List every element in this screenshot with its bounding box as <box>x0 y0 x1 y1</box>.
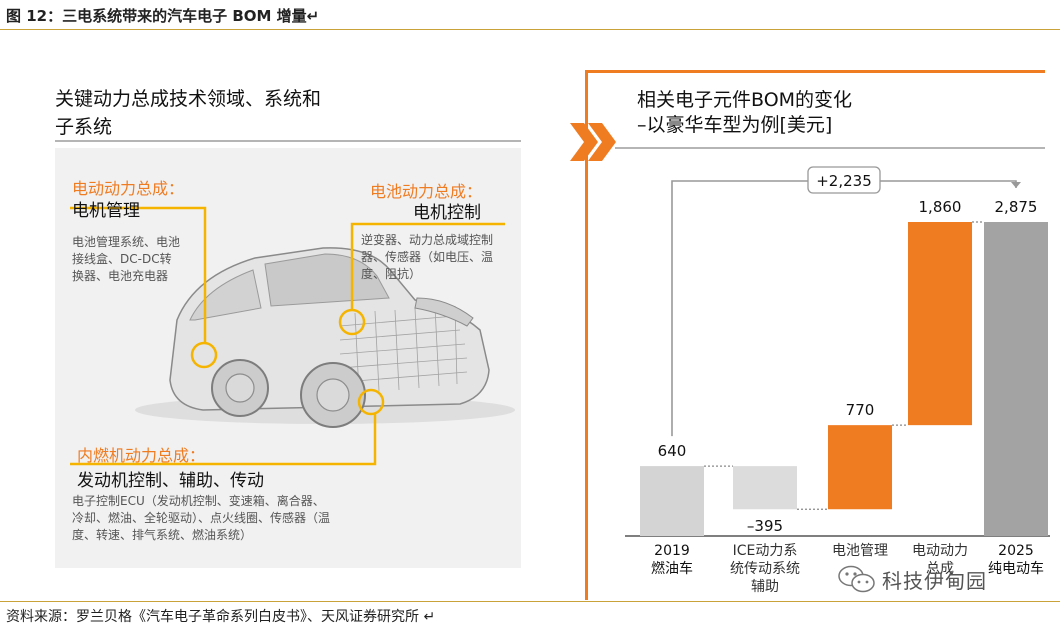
callout-electric-title: 电动动力总成： <box>72 179 185 198</box>
callout-battery-body-line2: 器、传感器（如电压、温 <box>361 250 494 264</box>
double-chevron-icon <box>570 123 616 161</box>
car-illustration <box>70 206 515 466</box>
wechat-icon <box>838 565 875 593</box>
bar-value-label-4: 2,875 <box>995 198 1038 216</box>
callout-electric-body-line3: 换器、电池充电器 <box>72 269 169 283</box>
annotation-label: +2,235 <box>816 172 872 190</box>
category-label-1-line-2: 辅助 <box>751 579 779 595</box>
category-label-4-line-0: 2025 <box>998 543 1034 559</box>
right-frame-top <box>585 70 1045 73</box>
bar-0 <box>640 466 704 536</box>
highlight-engine-control <box>357 388 385 416</box>
callout-ice-body-line1: 电子控制ECU（发动机控制、变速箱、离合器、 <box>72 494 325 508</box>
right-heading-line2: –以豪华车型为例[美元] <box>637 114 833 136</box>
category-label-2-line-0: 电池管理 <box>832 543 888 559</box>
left-heading-line2: 子系统 <box>55 116 113 138</box>
category-label-3: 电动动力总成 <box>912 543 968 577</box>
callout-battery-body-line3: 度、阻抗） <box>361 267 422 281</box>
category-label-3-line-1: 总成 <box>926 561 954 577</box>
left-divider <box>55 140 521 142</box>
watermark: 科技伊甸园 <box>836 563 1041 595</box>
bar-1 <box>733 466 797 510</box>
callout-electric-sub: 电机管理 <box>72 201 140 221</box>
bar-3 <box>908 222 972 426</box>
figure-header: 图 12：三电系统带来的汽车电子 BOM 增量↵ <box>0 0 1060 30</box>
bar-2 <box>828 425 892 510</box>
category-label-3-line-0: 电动动力 <box>912 543 968 559</box>
bar-value-label-1: –395 <box>747 517 783 535</box>
right-heading-line1: 相关电子元件BOM的变化 <box>637 89 853 111</box>
right-heading: 相关电子元件BOM的变化 –以豪华车型为例[美元] <box>637 88 1037 138</box>
callout-battery-body-line1: 逆变器、动力总成域控制 <box>361 233 494 247</box>
category-label-2: 电池管理 <box>832 543 888 559</box>
callout-ice-body-line2: 冷却、燃油、全轮驱动）、点火线圈、传感器（温 <box>72 511 331 525</box>
category-label-1: ICE动力系统传动系统辅助 <box>730 543 800 595</box>
category-label-4-line-1: 纯电动车 <box>988 560 1044 577</box>
callout-battery-sub: 电机控制 <box>413 203 481 223</box>
callout-ice-sub: 发动机控制、辅助、传动 <box>77 471 264 491</box>
figure-source: 资料来源：罗兰贝格《汽车电子革命系列白皮书》、天风证券研究所 ↵ <box>6 609 436 625</box>
callout-electric-body: 电池管理系统、电池 接线盒、DC-DC转 换器、电池充电器 <box>72 234 180 285</box>
callout-ice-body-line3: 度、转速、排气系统、燃油系统） <box>72 528 253 542</box>
callout-ice-body: 电子控制ECU（发动机控制、变速箱、离合器、 冷却、燃油、全轮驱动）、点火线圈、… <box>72 493 330 544</box>
figure-footer: 资料来源：罗兰贝格《汽车电子革命系列白皮书》、天风证券研究所 ↵ <box>0 601 1060 626</box>
bar-value-label-3: 1,860 <box>919 198 962 216</box>
right-frame-vertical <box>585 70 588 600</box>
left-heading-line1: 关键动力总成技术领域、系统和 <box>55 88 322 110</box>
callout-ice-title: 内燃机动力总成： <box>77 446 206 465</box>
watermark-text: 科技伊甸园 <box>882 569 987 593</box>
category-label-0-line-1: 燃油车 <box>651 560 693 577</box>
callout-electric-body-line2: 接线盒、DC-DC转 <box>72 252 172 266</box>
category-label-0-line-0: 2019 <box>654 543 690 559</box>
category-label-1-line-0: ICE动力系 <box>733 543 798 559</box>
callout-electric-body-line1: 电池管理系统、电池 <box>72 235 181 249</box>
bar-value-label-2: 770 <box>846 401 875 419</box>
left-heading: 关键动力总成技术领域、系统和 子系统 <box>55 85 495 141</box>
powertrain-panel: 电动动力总成： 电机管理 电池管理系统、电池 接线盒、DC-DC转 换器、电池充… <box>55 148 521 568</box>
annotation-arrowhead <box>1011 182 1021 188</box>
callout-battery-title: 电池动力总成： <box>370 182 483 201</box>
category-label-0: 2019 燃油车 <box>651 543 693 577</box>
callout-battery-body: 逆变器、动力总成域控制 器、传感器（如电压、温 度、阻抗） <box>361 232 493 283</box>
bar-4 <box>984 222 1048 536</box>
right-divider <box>615 147 1045 149</box>
category-label-4: 2025 纯电动车 <box>988 543 1044 577</box>
waterfall-chart: 640 –395 770 1,860 2,875 2019 燃油车 ICE动力系统传动系统辅助… <box>625 166 1050 595</box>
category-label-1-line-1: 统传动系统 <box>730 561 800 577</box>
annotation-box <box>807 166 881 194</box>
figure-title: 图 12：三电系统带来的汽车电子 BOM 增量↵ <box>6 7 320 25</box>
bar-value-label-0: 640 <box>658 442 687 460</box>
